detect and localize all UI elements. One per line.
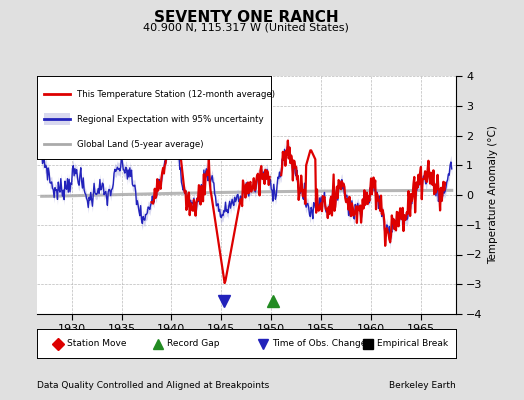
Text: Data Quality Controlled and Aligned at Breakpoints: Data Quality Controlled and Aligned at B… [37, 381, 269, 390]
Text: Berkeley Earth: Berkeley Earth [389, 381, 456, 390]
Text: Record Gap: Record Gap [168, 339, 220, 348]
Y-axis label: Temperature Anomaly (°C): Temperature Anomaly (°C) [488, 126, 498, 264]
Text: Station Move: Station Move [67, 339, 126, 348]
Text: Empirical Break: Empirical Break [377, 339, 448, 348]
Text: Time of Obs. Change: Time of Obs. Change [272, 339, 367, 348]
Text: SEVENTY ONE RANCH: SEVENTY ONE RANCH [154, 10, 339, 25]
Text: 40.900 N, 115.317 W (United States): 40.900 N, 115.317 W (United States) [144, 22, 349, 32]
